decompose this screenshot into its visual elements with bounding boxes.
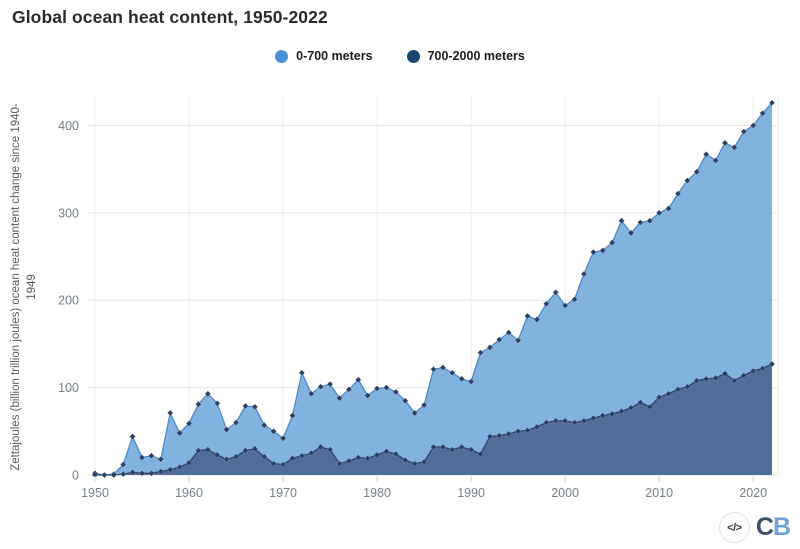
y-tick-label: 100 (58, 381, 79, 395)
logo-letter-c: C (755, 513, 774, 541)
x-tick-label: 2020 (739, 486, 767, 500)
legend-label-700-2000: 700-2000 meters (427, 49, 525, 63)
code-icon: </> (727, 521, 742, 534)
x-tick-label: 2000 (551, 486, 579, 500)
carbon-brief-logo[interactable]: CB (755, 513, 791, 542)
x-tick-label: 1950 (81, 486, 109, 500)
x-tick-label: 1990 (457, 486, 485, 500)
legend-item-700-2000[interactable]: 700-2000 meters (406, 49, 525, 63)
y-tick-label: 200 (58, 294, 79, 308)
legend-label-0-700: 0-700 meters (296, 49, 373, 63)
footer: </> CB (718, 512, 791, 543)
x-tick-label: 1980 (363, 486, 391, 500)
embed-code-button[interactable]: </> (718, 512, 750, 543)
legend-dot-700-2000-icon (406, 49, 420, 63)
x-tick-label: 1960 (175, 486, 203, 500)
chart-title: Global ocean heat content, 1950-2022 (12, 7, 328, 27)
y-tick-label: 400 (58, 119, 79, 133)
y-tick-label: 0 (72, 469, 79, 483)
x-tick-label: 2010 (645, 486, 673, 500)
y-tick-label: 300 (58, 206, 79, 220)
x-tick-label: 1970 (269, 486, 297, 500)
logo-letter-b: B (772, 513, 791, 541)
legend-item-0-700[interactable]: 0-700 meters (275, 49, 373, 63)
legend: 0-700 meters 700-2000 meters (0, 49, 800, 63)
legend-dot-0-700-icon (275, 49, 289, 63)
